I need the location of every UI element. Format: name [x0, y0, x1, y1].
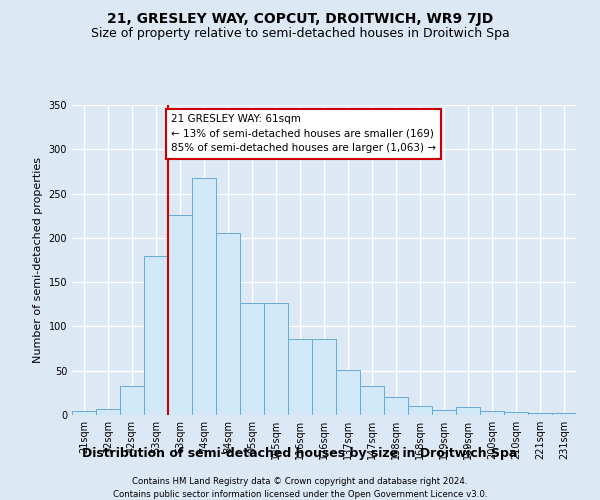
Text: Contains HM Land Registry data © Crown copyright and database right 2024.: Contains HM Land Registry data © Crown c… — [132, 478, 468, 486]
Text: 21 GRESLEY WAY: 61sqm
← 13% of semi-detached houses are smaller (169)
85% of sem: 21 GRESLEY WAY: 61sqm ← 13% of semi-deta… — [171, 114, 436, 154]
Bar — [384, 398, 408, 415]
Text: Size of property relative to semi-detached houses in Droitwich Spa: Size of property relative to semi-detach… — [91, 28, 509, 40]
Bar — [528, 413, 552, 415]
Bar — [552, 413, 576, 415]
Bar — [336, 370, 360, 415]
Bar — [360, 386, 384, 415]
Bar — [192, 178, 216, 415]
Bar — [168, 215, 192, 415]
Bar — [72, 410, 96, 415]
Bar — [240, 304, 264, 415]
Bar — [288, 339, 312, 415]
Bar — [96, 409, 120, 415]
Bar — [456, 407, 480, 415]
Bar — [216, 234, 240, 415]
Y-axis label: Number of semi-detached properties: Number of semi-detached properties — [33, 157, 43, 363]
Bar — [144, 256, 168, 415]
Bar — [312, 339, 336, 415]
Bar — [120, 386, 144, 415]
Bar — [504, 412, 528, 415]
Text: Distribution of semi-detached houses by size in Droitwich Spa: Distribution of semi-detached houses by … — [82, 448, 518, 460]
Text: Contains public sector information licensed under the Open Government Licence v3: Contains public sector information licen… — [113, 490, 487, 499]
Bar — [480, 412, 504, 415]
Text: 21, GRESLEY WAY, COPCUT, DROITWICH, WR9 7JD: 21, GRESLEY WAY, COPCUT, DROITWICH, WR9 … — [107, 12, 493, 26]
Bar — [408, 406, 432, 415]
Bar — [432, 410, 456, 415]
Bar — [264, 302, 288, 415]
